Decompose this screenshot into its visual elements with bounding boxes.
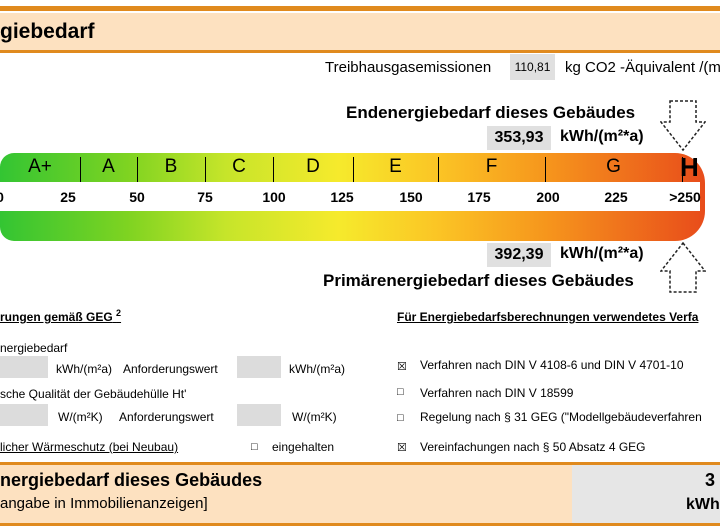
bottom-title: nergiebedarf dieses Gebäudes (0, 470, 263, 490)
bottom-value-box (572, 465, 720, 523)
primary-energy-title: Primärenergiebedarf dieses Gebäudes (323, 271, 634, 290)
header-band (0, 13, 720, 53)
class-separator (273, 157, 274, 182)
method-checkbox-checked[interactable]: ☒ (397, 442, 407, 454)
heat-protection-check-label: eingehalten (272, 440, 335, 454)
requirement-label: Anforderungswert (123, 362, 218, 376)
class-a: A (102, 156, 115, 177)
bottom-rule (0, 462, 720, 465)
tick-75: 75 (197, 189, 213, 205)
actual-value-box (0, 404, 48, 426)
class-h: H (680, 152, 699, 182)
class-a-plus: A+ (28, 156, 52, 177)
requirements-heading: rungen gemäß GEG 2 (0, 308, 122, 324)
class-d: D (306, 156, 320, 177)
class-separator (545, 157, 546, 182)
method-checkbox[interactable]: □ (397, 386, 404, 398)
tick-175: 175 (467, 189, 491, 205)
end-energy-unit: kWh/(m²*a) (560, 128, 644, 145)
class-c: C (232, 156, 246, 177)
class-separator (438, 157, 439, 182)
class-separator (353, 157, 354, 182)
tick-100: 100 (262, 189, 286, 205)
class-b: B (164, 156, 178, 177)
method-label: Verfahren nach DIN V 18599 (420, 386, 574, 400)
tick-125: 125 (330, 189, 354, 205)
method-checkbox[interactable]: □ (397, 412, 404, 424)
bottom-unit: kWh (686, 496, 720, 513)
class-f: F (485, 156, 498, 177)
primary-energy-value: 392,39 (487, 243, 551, 267)
bottom-rule-2 (0, 523, 720, 526)
class-e: E (389, 156, 402, 177)
bottom-value: 3 (705, 470, 716, 490)
class-g: G (606, 156, 621, 177)
requirement-value-box (237, 404, 281, 426)
tick-150: 150 (399, 189, 423, 205)
actual-value-box (0, 356, 48, 378)
class-separator (205, 157, 206, 182)
end-energy-marker-icon (660, 100, 706, 152)
method-label: Verfahren nach DIN V 4108-6 und DIN V 47… (420, 358, 684, 372)
methods-heading: Für Energiebedarfsberechnungen verwendet… (397, 310, 699, 324)
requirement-label: Anforderungswert (119, 410, 214, 424)
primary-energy-unit: kWh/(m²*a) (560, 245, 644, 262)
end-energy-value: 353,93 (487, 126, 551, 150)
requirement-energy-label: nergiebedarf (0, 341, 68, 355)
requirement-unit: kWh/(m²a) (289, 362, 345, 376)
class-separator (682, 157, 683, 182)
method-checkbox-checked[interactable]: ☒ (397, 361, 407, 373)
class-separator (80, 157, 81, 182)
end-energy-title: Endenergiebedarf dieses Gebäudes (346, 103, 636, 122)
requirement-value-box (237, 356, 281, 378)
tick-225: 225 (604, 189, 628, 205)
tick-25: 25 (60, 189, 76, 205)
requirement-unit: W/(m²K) (58, 410, 103, 424)
energy-scale-tick-band (0, 182, 700, 211)
requirement-heat-protection-label: licher Wärmeschutz (bei Neubau) (0, 440, 179, 454)
tick-0: 0 (0, 189, 20, 205)
ghg-label: Treibhausgasemissionen (325, 59, 492, 76)
section-title: giebedarf (0, 20, 95, 43)
requirement-unit: kWh/(m²a) (56, 362, 112, 376)
method-label: Regelung nach § 31 GEG ("Modellgebäudeve… (420, 410, 702, 424)
requirement-ht-label: sche Qualität der Gebäudehülle Ht' (0, 387, 187, 401)
primary-energy-marker-icon (660, 242, 706, 293)
ghg-unit: kg CO2 -Äquivalent /(m (565, 59, 720, 76)
top-rule (0, 6, 720, 11)
requirement-unit: W/(m²K) (292, 410, 337, 424)
bottom-subtitle: angabe in Immobilienanzeigen] (0, 495, 208, 512)
tick-250-plus: >250 (669, 189, 701, 205)
tick-200: 200 (536, 189, 560, 205)
heat-protection-checkbox[interactable]: □ (251, 441, 258, 453)
class-separator (137, 157, 138, 182)
method-label: Vereinfachungen nach § 50 Absatz 4 GEG (420, 440, 646, 454)
tick-50: 50 (129, 189, 145, 205)
ghg-value: 110,81 (510, 54, 555, 80)
